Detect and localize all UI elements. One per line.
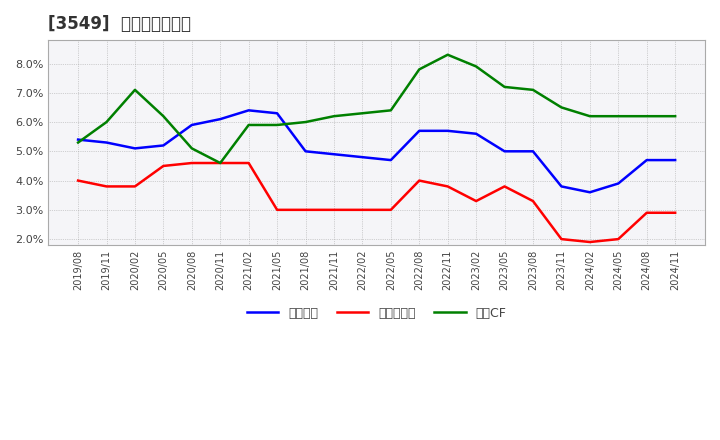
Line: 営業CF: 営業CF (78, 55, 675, 163)
経常利益 (73, 137, 82, 142)
営業CF (159, 114, 168, 119)
経常利益 (528, 149, 537, 154)
営業CF (273, 122, 282, 128)
当期純利益 (415, 178, 423, 183)
経常利益 (273, 110, 282, 116)
当期純利益 (102, 184, 111, 189)
当期純利益 (500, 184, 509, 189)
経常利益 (301, 149, 310, 154)
当期純利益 (671, 210, 680, 216)
経常利益 (472, 131, 480, 136)
当期純利益 (244, 160, 253, 165)
経常利益 (358, 154, 366, 160)
経常利益 (671, 158, 680, 163)
営業CF (472, 64, 480, 69)
経常利益 (216, 117, 225, 122)
Legend: 経常利益, 当期純利益, 営業CF: 経常利益, 当期純利益, 営業CF (242, 302, 511, 325)
Line: 経常利益: 経常利益 (78, 110, 675, 192)
当期純利益 (73, 178, 82, 183)
経常利益 (130, 146, 139, 151)
経常利益 (102, 140, 111, 145)
経常利益 (330, 152, 338, 157)
当期純利益 (642, 210, 651, 216)
営業CF (130, 87, 139, 92)
営業CF (500, 84, 509, 90)
営業CF (387, 108, 395, 113)
当期純利益 (330, 207, 338, 213)
当期純利益 (557, 236, 566, 242)
当期純利益 (130, 184, 139, 189)
経常利益 (187, 122, 196, 128)
営業CF (444, 52, 452, 57)
当期純利益 (614, 236, 623, 242)
営業CF (585, 114, 594, 119)
経常利益 (614, 181, 623, 186)
営業CF (330, 114, 338, 119)
当期純利益 (585, 239, 594, 245)
営業CF (244, 122, 253, 128)
経常利益 (244, 108, 253, 113)
経常利益 (444, 128, 452, 133)
営業CF (614, 114, 623, 119)
当期純利益 (273, 207, 282, 213)
当期純利益 (387, 207, 395, 213)
当期純利益 (216, 160, 225, 165)
営業CF (415, 67, 423, 72)
営業CF (187, 146, 196, 151)
経常利益 (585, 190, 594, 195)
営業CF (216, 160, 225, 165)
当期純利益 (472, 198, 480, 204)
経常利益 (642, 158, 651, 163)
営業CF (301, 119, 310, 125)
当期純利益 (358, 207, 366, 213)
営業CF (358, 110, 366, 116)
当期純利益 (444, 184, 452, 189)
当期純利益 (528, 198, 537, 204)
営業CF (102, 119, 111, 125)
経常利益 (557, 184, 566, 189)
経常利益 (500, 149, 509, 154)
営業CF (528, 87, 537, 92)
経常利益 (159, 143, 168, 148)
当期純利益 (301, 207, 310, 213)
経常利益 (387, 158, 395, 163)
営業CF (73, 140, 82, 145)
Text: [3549]  マージンの推移: [3549] マージンの推移 (48, 15, 192, 33)
当期純利益 (187, 160, 196, 165)
営業CF (642, 114, 651, 119)
当期純利益 (159, 163, 168, 169)
営業CF (557, 105, 566, 110)
経常利益 (415, 128, 423, 133)
営業CF (671, 114, 680, 119)
Line: 当期純利益: 当期純利益 (78, 163, 675, 242)
